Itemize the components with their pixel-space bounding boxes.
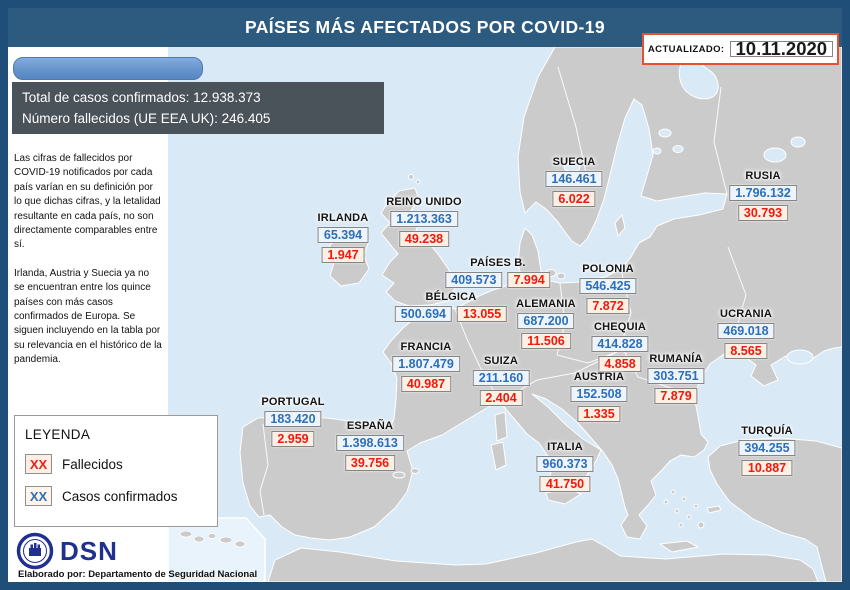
note-paragraph-1: Las cifras de fallecidos por COVID-19 no…	[14, 153, 161, 251]
island-corsica	[494, 411, 508, 442]
lake-ladoga	[763, 147, 787, 163]
lake-finland-1	[658, 128, 672, 138]
land-continental-europe	[239, 47, 842, 541]
legend-deaths-label: Fallecidos	[62, 456, 123, 472]
legend-item-confirmed: XX Casos confirmados	[25, 486, 207, 506]
island-crete	[659, 540, 699, 553]
island-balearic-1	[392, 471, 406, 479]
land-north-africa	[267, 538, 819, 582]
legend-title: LEYENDA	[25, 427, 91, 442]
dsn-logo-text: DSN	[60, 535, 118, 566]
lake-vanern	[563, 161, 581, 173]
island-shetland-1	[408, 174, 414, 180]
island-cyprus	[706, 505, 722, 514]
lake-finland-3	[652, 147, 662, 155]
notes-block: Las cifras de fallecidos por COVID-19 no…	[14, 152, 162, 382]
island-ireland	[328, 229, 370, 287]
land-turkey	[707, 437, 842, 582]
note-paragraph-2: Irlanda, Austria y Suecia ya no se encue…	[14, 267, 162, 366]
summary-deaths-line: Número fallecidos (UE EEA UK): 246.405	[22, 111, 271, 126]
sea-azov	[786, 349, 814, 365]
updated-label: ACTUALIZADO:	[647, 43, 725, 55]
island-sardinia	[490, 441, 507, 471]
dsn-logo-seal	[16, 532, 54, 570]
legend-box: LEYENDA XX Fallecidos XX Casos confirmad…	[14, 415, 218, 527]
confirmed-marker-swatch: XX	[25, 486, 52, 506]
dsn-logo: DSN	[16, 532, 118, 570]
summary-total-line: Total de casos confirmados: 12.938.373	[22, 90, 261, 105]
island-balearic-2	[410, 468, 420, 474]
legend-confirmed-label: Casos confirmados	[62, 488, 178, 504]
island-gotland	[614, 214, 626, 237]
summary-box: Total de casos confirmados: 12.938.373 N…	[12, 82, 384, 134]
islands-aegean	[663, 489, 705, 529]
updated-date-box: ACTUALIZADO: 10.11.2020	[642, 33, 839, 65]
page-title: PAÍSES MÁS AFECTADOS POR COVID-19	[244, 17, 605, 37]
summary-deaths-value: 246.405	[221, 111, 271, 126]
legend-item-deaths: XX Fallecidos	[25, 454, 207, 474]
lake-finland-2	[672, 145, 684, 153]
deaths-marker-swatch: XX	[25, 454, 52, 474]
canary-inset	[168, 517, 266, 582]
summary-total-value: 12.938.373	[193, 90, 261, 105]
credit-line: Elaborado por: Departamento de Seguridad…	[18, 569, 258, 580]
updated-date: 10.11.2020	[729, 39, 834, 58]
island-denmark-1	[545, 269, 557, 277]
decorative-blue-pill	[13, 57, 203, 80]
lake-onega	[790, 136, 806, 148]
island-denmark-2	[556, 272, 566, 280]
island-shetland-2	[415, 179, 421, 185]
europe-map	[168, 47, 842, 582]
